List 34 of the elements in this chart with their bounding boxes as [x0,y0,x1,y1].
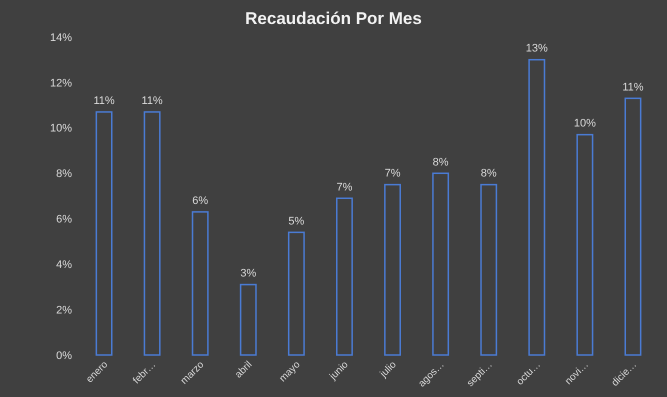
data-label: 8% [432,156,449,168]
data-label: 8% [480,168,497,180]
bar [240,284,257,356]
data-label: 6% [192,194,208,207]
bar [192,211,209,356]
bar [384,184,401,356]
bar [288,232,305,356]
bar [480,184,498,356]
bar [528,58,546,356]
bar [624,98,642,356]
chart-title: Recaudación Por Mes [245,9,422,28]
data-label: 7% [384,168,401,180]
data-label: 5% [288,215,305,228]
data-label: 10% [574,118,596,130]
y-tick-label: 2% [56,304,72,316]
y-tick-label: 10% [50,122,72,135]
bar [336,198,353,356]
data-label: 7% [336,181,353,194]
y-tick-label: 0% [56,350,72,362]
data-label: 3% [240,268,256,280]
y-tick-label: 4% [56,258,72,271]
data-label: 11% [93,94,115,107]
bar [432,172,450,356]
x-tick-label: julio [378,359,399,380]
data-label: 13% [526,42,548,55]
data-label: 11% [142,94,163,107]
data-label: 11% [622,81,644,94]
y-tick-label: 14% [50,32,72,44]
bar [576,134,594,356]
y-tick-label: 8% [56,168,72,180]
bar [144,111,161,356]
bar [96,111,112,356]
y-tick-label: 6% [56,214,72,226]
y-tick-label: 12% [50,77,72,90]
